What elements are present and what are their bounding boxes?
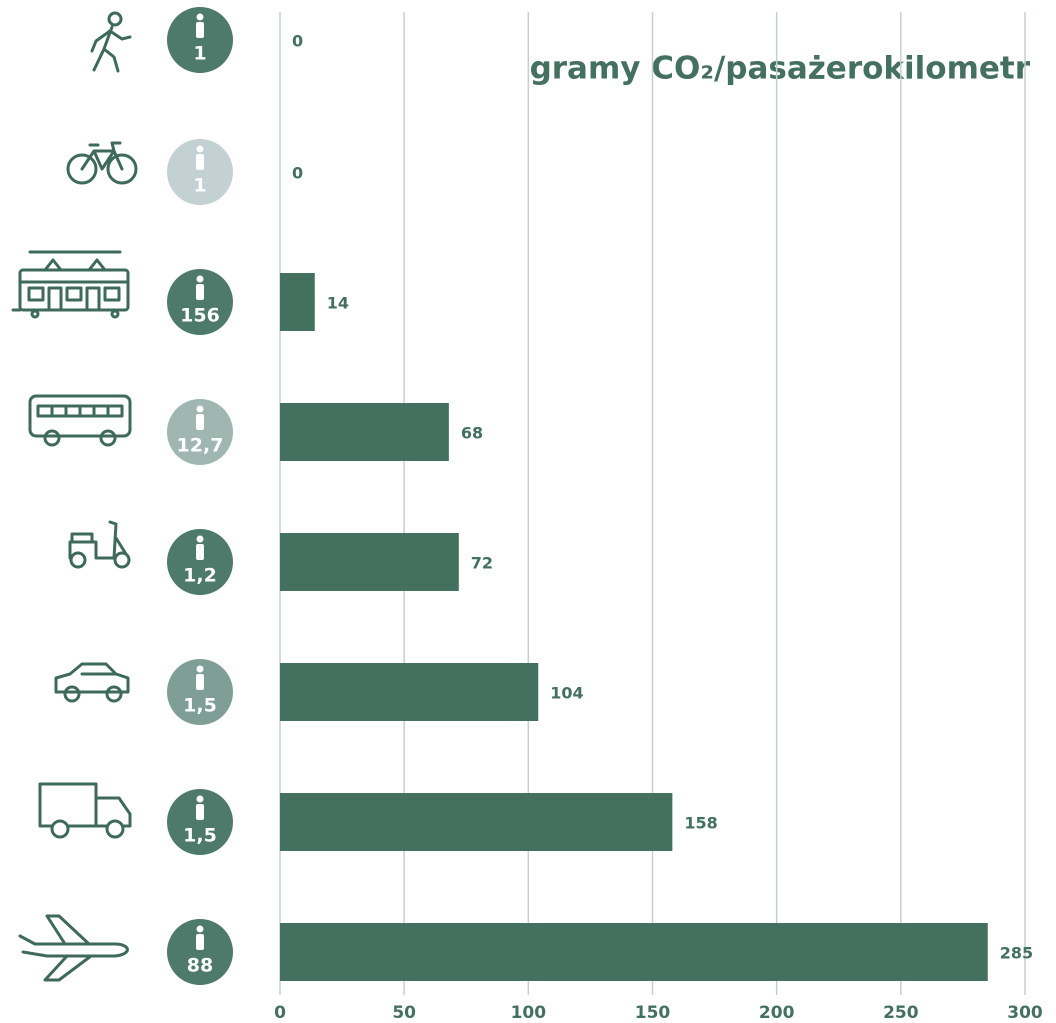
- x-tick-label: 50: [392, 1003, 416, 1023]
- person-body: [196, 22, 204, 38]
- truck-icon: [38, 782, 132, 839]
- occupancy-circle: [167, 919, 233, 985]
- person-body: [196, 414, 204, 430]
- occupancy-circle: [167, 139, 233, 205]
- occupancy-circle: [167, 399, 233, 465]
- occupancy-circle: [167, 269, 233, 335]
- person-body: [196, 544, 204, 560]
- value-label: 0: [292, 164, 303, 183]
- bar: [280, 923, 988, 981]
- occupancy-badge: 1: [167, 139, 233, 205]
- bar: [280, 533, 459, 591]
- occupancy-badge: 1,2: [167, 529, 233, 595]
- person-head: [196, 795, 204, 803]
- occupancy-label: 1: [193, 175, 206, 197]
- bike-icon: [66, 141, 138, 185]
- person-body: [196, 934, 204, 950]
- person-head: [196, 145, 204, 153]
- x-tick-label: 200: [759, 1003, 795, 1023]
- occupancy-label: 1: [193, 43, 206, 65]
- occupancy-label: 12,7: [177, 435, 224, 457]
- tram-icon: [11, 250, 130, 319]
- occupancy-badge: 88: [167, 919, 233, 985]
- plane-icon: [18, 914, 129, 982]
- occupancy-badge: 1,5: [167, 789, 233, 855]
- value-label: 72: [471, 554, 493, 573]
- value-label: 285: [1000, 944, 1033, 963]
- value-label: 14: [327, 294, 349, 313]
- occupancy-badge: 12,7: [167, 399, 233, 465]
- x-tick-label: 150: [635, 1003, 671, 1023]
- occupancy-circle: [167, 789, 233, 855]
- bar: [280, 403, 449, 461]
- bar: [280, 273, 315, 331]
- occupancy-label: 1,5: [183, 695, 217, 717]
- icons: [11, 11, 138, 982]
- person-head: [196, 405, 204, 413]
- occupancy-circle: [167, 529, 233, 595]
- value-label: 158: [684, 814, 717, 833]
- chart-title: gramy CO₂/pasażerokilometr: [530, 51, 1031, 87]
- value-label: 0: [292, 32, 303, 51]
- car-icon: [54, 662, 130, 703]
- bar: [280, 663, 539, 721]
- occupancy-label: 1,2: [183, 565, 217, 587]
- occupancy-badge: 1,5: [167, 659, 233, 725]
- x-tick-label: 300: [1007, 1003, 1043, 1023]
- value-label: 104: [550, 684, 583, 703]
- x-tick-label: 100: [511, 1003, 547, 1023]
- value-label: 68: [461, 424, 483, 443]
- occupancy-badge: 1: [167, 7, 233, 73]
- person-body: [196, 804, 204, 820]
- scooter-icon: [68, 520, 131, 569]
- occupancy-label: 156: [180, 305, 220, 327]
- bar: [280, 793, 673, 851]
- occupancy-circle: [167, 659, 233, 725]
- person-body: [196, 284, 204, 300]
- occupancy-label: 88: [187, 955, 213, 977]
- x-tick-label: 250: [883, 1003, 919, 1023]
- person-head: [196, 665, 204, 673]
- occupancy-badge: 156: [167, 269, 233, 335]
- bus-icon: [28, 394, 132, 447]
- person-head: [196, 535, 204, 543]
- person-body: [196, 154, 204, 170]
- occupancy-circle: [167, 7, 233, 73]
- x-tick-label: 0: [274, 1003, 286, 1023]
- person-head: [196, 275, 204, 283]
- occupancy-label: 1,5: [183, 825, 217, 847]
- walk-icon: [90, 11, 132, 73]
- person-head: [196, 13, 204, 21]
- person-body: [196, 674, 204, 690]
- person-head: [196, 925, 204, 933]
